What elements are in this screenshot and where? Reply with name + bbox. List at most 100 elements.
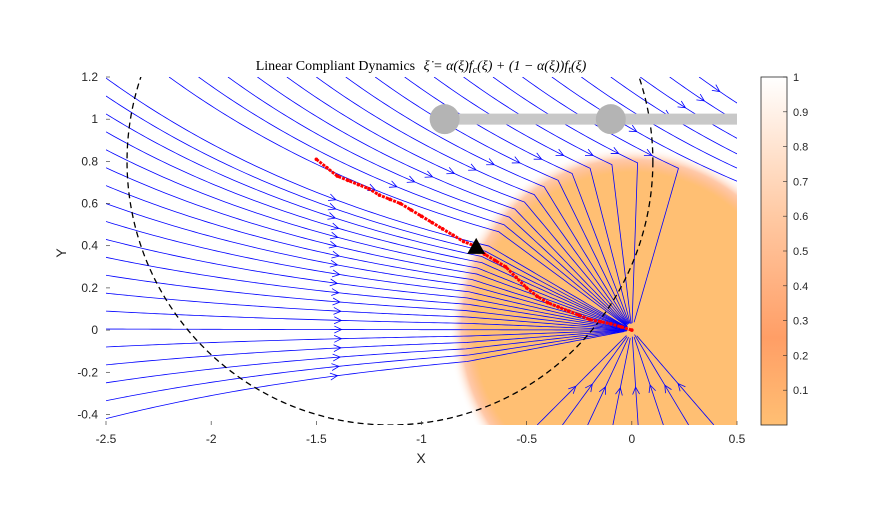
streamline	[106, 113, 626, 328]
streamline	[286, 77, 628, 326]
chart-title-text: Linear Compliant Dynamics	[256, 59, 415, 74]
streamline-arrow	[711, 84, 721, 93]
streamline-arrow	[585, 383, 593, 393]
streamline-arrow	[533, 152, 543, 160]
streamline-arrow	[334, 325, 343, 334]
streamline	[536, 335, 627, 425]
streamline	[106, 330, 627, 366]
streamline-arrow	[628, 124, 638, 133]
streamline	[581, 77, 737, 169]
trajectory-point	[598, 319, 603, 324]
trajectory-point	[430, 220, 434, 225]
trajectory-point	[409, 208, 413, 212]
streamline	[316, 77, 629, 325]
streamline	[522, 77, 679, 323]
trajectory-point	[440, 227, 445, 231]
trajectory-point	[356, 182, 361, 187]
streamline-arrow	[331, 363, 340, 371]
colorbar-tick-label: 0.2	[793, 350, 808, 362]
x-tick-label: -1.5	[306, 432, 327, 446]
colorbar-gradient	[760, 76, 788, 426]
streamline	[257, 77, 627, 325]
streamline-arrow	[648, 384, 656, 393]
y-tick-label: 1.2	[81, 70, 98, 84]
robot-arm	[429, 104, 737, 135]
colorbar-tick-label: 0.6	[793, 211, 808, 223]
streamline-arrow	[333, 335, 343, 343]
streamline-arrow	[568, 385, 577, 394]
streamline-arrow	[328, 240, 338, 249]
y-tick-label: 0.6	[81, 197, 98, 211]
streamline	[106, 203, 625, 329]
trajectory-point	[630, 328, 634, 332]
chart-title: Linear Compliant Dynamics ξ̇ = α(ξ)fc(ξ)…	[256, 59, 587, 76]
streamline	[633, 336, 664, 425]
trajectory-point	[367, 186, 371, 191]
streamline	[106, 329, 628, 348]
streamline	[106, 292, 627, 331]
streamline	[562, 336, 628, 425]
streamline-arrow	[468, 163, 477, 171]
x-axis-ticks: -2.5 -2 -1.5 -1 -0.5 0 0.5	[96, 421, 746, 446]
chart-title-sub-c: c	[473, 65, 478, 76]
streamline	[106, 256, 627, 330]
colorbar-tick-label: 0.8	[793, 142, 808, 154]
streamline	[227, 77, 628, 326]
trajectory-point	[545, 300, 550, 305]
streamline	[463, 77, 632, 324]
streamline	[106, 331, 625, 420]
x-tick-label: 0.5	[729, 432, 746, 446]
trajectory-point	[346, 178, 350, 183]
x-axis-label: X	[416, 450, 426, 466]
streamline-arrow	[332, 353, 342, 362]
streamline	[106, 95, 627, 328]
trajectory-point	[388, 197, 392, 202]
streamline	[634, 334, 689, 425]
streamline-arrow	[333, 307, 342, 315]
y-axis-ticks: -0.4 -0.2 0 0.2 0.4 0.6 0.8 1 1.2	[77, 70, 110, 421]
trajectory-point	[493, 258, 497, 263]
streamline	[698, 77, 737, 104]
streamline	[106, 131, 628, 329]
streamline-arrow	[327, 193, 337, 201]
streamline	[551, 77, 737, 182]
y-tick-label: 0	[91, 323, 98, 337]
trajectory-point	[514, 275, 518, 280]
start-marker-triangle	[467, 237, 486, 254]
colorbar: 0.1 0.2 0.3 0.4 0.5 0.6 0.7 0.8 0.9 1	[760, 72, 808, 426]
streamline-arrow	[677, 382, 686, 392]
streamline	[612, 338, 631, 425]
y-tick-label: -0.4	[77, 407, 98, 421]
streamline-arrow	[615, 386, 623, 396]
chart-title-math-mid: (ξ) + (1 − α(ξ))f	[477, 59, 570, 74]
streamline	[587, 336, 629, 425]
chart-title-math: ξ̇ = α(ξ)f	[424, 59, 475, 74]
streamline-arrow	[333, 316, 343, 325]
streamline-arrow	[332, 297, 341, 306]
trajectory-point	[577, 313, 582, 318]
trajectory-point	[587, 317, 592, 322]
streamline	[492, 77, 638, 324]
colorbar-tick-label: 0.1	[793, 385, 808, 397]
chart-title-sub-t: t	[568, 65, 571, 76]
streamline	[106, 310, 628, 331]
streamlines	[106, 77, 737, 425]
streamline-arrow	[329, 278, 339, 287]
streamline-arrow	[511, 156, 521, 164]
x-tick-label: -1	[416, 432, 427, 446]
streamline-arrow	[330, 222, 340, 231]
streamline	[106, 330, 625, 384]
trajectory-point	[398, 201, 403, 206]
x-tick-label: -0.5	[516, 432, 537, 446]
robot-arm-joint	[429, 104, 460, 135]
streamline-arrow	[486, 158, 495, 166]
streamline-arrow	[329, 372, 339, 381]
y-tick-label: -0.2	[77, 365, 98, 379]
robot-arm-joint	[595, 104, 626, 135]
streamline	[106, 274, 625, 330]
streamline	[168, 77, 628, 328]
streamline-arrow	[327, 203, 337, 211]
trajectory-point	[461, 239, 466, 244]
streamline	[106, 185, 625, 329]
